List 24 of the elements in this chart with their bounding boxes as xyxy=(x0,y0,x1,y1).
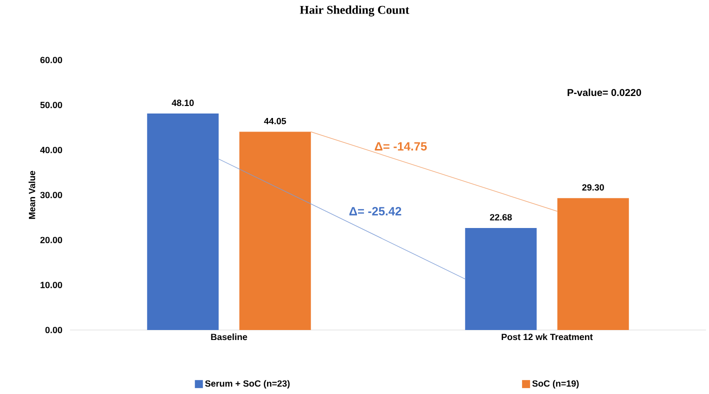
y-tick-label: 0.00 xyxy=(45,326,62,334)
x-tick-label: Post 12 wk Treatment xyxy=(502,334,593,340)
annotation: P-value= 0.0220 xyxy=(568,88,642,96)
bar xyxy=(147,114,219,330)
bar xyxy=(239,132,311,330)
legend-label: SoC (n=19) xyxy=(532,380,579,388)
annotation: Δ= -25.42 xyxy=(349,206,402,216)
data-label: 44.05 xyxy=(264,118,286,124)
y-tick-label: 20.00 xyxy=(40,236,62,244)
y-tick-label: 10.00 xyxy=(40,282,62,288)
data-label: 48.10 xyxy=(172,100,194,106)
legend-label: Serum + SoC (n=23) xyxy=(205,380,290,388)
annotation: Δ= -14.75 xyxy=(374,142,427,151)
y-axis-title: Mean Value xyxy=(28,170,36,219)
x-tick-label: Baseline xyxy=(211,334,248,340)
chart-title: Hair Shedding Count xyxy=(300,6,410,16)
data-label: 29.30 xyxy=(582,184,604,191)
y-tick-label: 50.00 xyxy=(40,102,62,108)
y-tick-label: 60.00 xyxy=(40,56,62,64)
data-label: 22.68 xyxy=(490,214,512,220)
bar xyxy=(465,228,537,330)
y-tick-label: 40.00 xyxy=(40,146,62,154)
y-tick-label: 30.00 xyxy=(40,192,62,198)
bar xyxy=(557,198,629,330)
